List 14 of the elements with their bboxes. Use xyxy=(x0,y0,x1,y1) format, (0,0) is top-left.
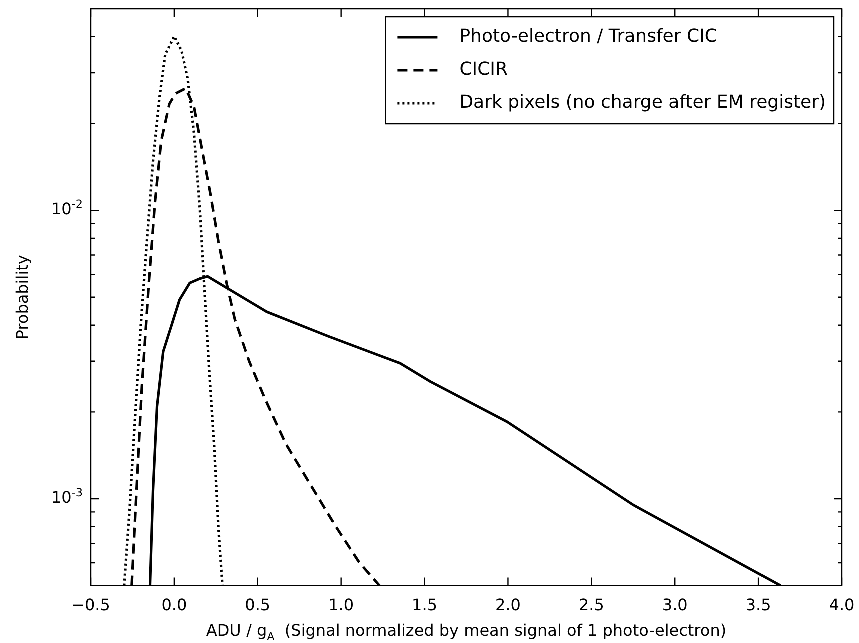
x-tick-label: 3.5 xyxy=(746,596,772,615)
legend-label: Dark pixels (no charge after EM register) xyxy=(460,92,826,114)
x-tick-label: −0.5 xyxy=(72,596,110,615)
x-tick-label: 0.0 xyxy=(162,596,188,615)
x-tick-label: 3.0 xyxy=(662,596,688,615)
x-tick-label: 4.0 xyxy=(829,596,855,615)
legend-label: Photo-electron / Transfer CIC xyxy=(460,26,718,48)
x-tick-label: 2.0 xyxy=(495,596,521,615)
legend-label: CICIR xyxy=(460,59,508,80)
x-tick-label: 2.5 xyxy=(578,596,604,615)
x-tick-label: 0.5 xyxy=(245,596,271,615)
y-axis-title: Probability xyxy=(13,255,32,340)
x-tick-label: 1.0 xyxy=(328,596,354,615)
x-tick-label: 1.5 xyxy=(412,596,438,615)
